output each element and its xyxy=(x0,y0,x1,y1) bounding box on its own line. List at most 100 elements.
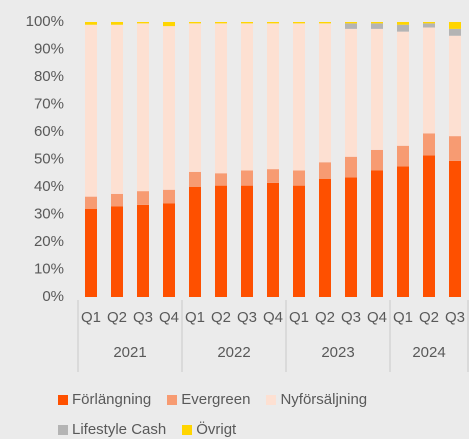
bar-segment xyxy=(371,149,383,171)
bar-segment xyxy=(397,166,409,297)
y-tick-label: 0% xyxy=(42,288,64,305)
group-label: 2022 xyxy=(217,344,250,361)
bar-segment xyxy=(137,204,149,297)
bar-segment xyxy=(423,155,435,297)
x-tick-label: Q2 xyxy=(107,309,127,326)
y-tick-label: 70% xyxy=(34,95,64,112)
bar-segment xyxy=(267,182,279,297)
y-tick-label: 40% xyxy=(34,178,64,195)
x-tick-label: Q3 xyxy=(133,309,153,326)
legend-item: Övrigt xyxy=(182,421,236,439)
bar-segment xyxy=(241,185,253,297)
bar-segment xyxy=(397,24,409,32)
bar-segment xyxy=(319,23,331,163)
bar-segment xyxy=(163,22,175,27)
bar-segment xyxy=(215,185,227,297)
legend-label: Förlängning xyxy=(72,391,152,408)
bar-segment xyxy=(293,170,305,186)
bar-segment xyxy=(371,22,383,24)
bar-segment xyxy=(423,27,435,134)
bar-segment xyxy=(449,22,461,29)
bar-segment xyxy=(111,24,123,194)
legend-swatch xyxy=(266,395,277,405)
bar-segment xyxy=(267,23,279,170)
y-tick-label: 20% xyxy=(34,233,64,250)
bar-segment xyxy=(449,160,461,297)
x-tick-label: Q4 xyxy=(159,309,179,326)
bar-segment xyxy=(345,177,357,297)
bar-segment xyxy=(111,206,123,297)
x-tick-label: Q4 xyxy=(263,309,283,326)
x-tick-label: Q3 xyxy=(237,309,257,326)
bar-segment xyxy=(111,193,123,207)
legend-swatch xyxy=(58,395,68,405)
legend-label: Lifestyle Cash xyxy=(72,421,167,438)
x-tick-label: Q2 xyxy=(315,309,335,326)
bar-segment xyxy=(319,22,331,24)
x-tick-label: Q4 xyxy=(367,309,387,326)
legend-item: Nyförsäljning xyxy=(266,391,367,409)
group-label: 2023 xyxy=(321,344,354,361)
bar-segment xyxy=(345,28,357,157)
bar-segment xyxy=(423,133,435,156)
bar-segment xyxy=(189,22,201,24)
bar-segment xyxy=(371,170,383,297)
bar-segment xyxy=(397,145,409,167)
bar-segment xyxy=(85,24,97,197)
bar-segment xyxy=(137,23,149,192)
x-tick-label: Q1 xyxy=(289,309,309,326)
bar-segment xyxy=(449,35,461,137)
legend: Förlängning Evergreen Nyförsäljning Lifesty… xyxy=(58,391,468,439)
group-label: 2024 xyxy=(412,344,445,361)
bar-segment xyxy=(241,22,253,24)
bar-segment xyxy=(319,178,331,297)
legend-swatch xyxy=(167,395,178,405)
bar-segment xyxy=(293,23,305,171)
x-tick-label: Q3 xyxy=(341,309,361,326)
x-tick-label: Q2 xyxy=(419,309,439,326)
y-tick-label: 10% xyxy=(34,260,64,277)
bar-segment xyxy=(345,23,357,29)
bar-segment xyxy=(215,22,227,24)
bar-segment xyxy=(449,28,461,36)
bar-segment xyxy=(137,22,149,24)
bar-segment xyxy=(215,23,227,174)
bar-segment xyxy=(371,28,383,150)
x-tick-label: Q2 xyxy=(211,309,231,326)
bar-segment xyxy=(163,26,175,190)
bar-segment xyxy=(85,196,97,209)
bar-segment xyxy=(319,162,331,179)
legend-swatch xyxy=(58,425,68,435)
bar-segment xyxy=(345,156,357,178)
chart: 0% 10% 20% 30% 40% 50% 60% 70% 80% 90% 100% Q1 Q2 Q3 Q… xyxy=(26,13,469,372)
y-tick-label: 50% xyxy=(34,150,64,167)
bar-segment xyxy=(111,22,123,25)
y-tick-label: 90% xyxy=(34,40,64,57)
bar-segment xyxy=(241,170,253,186)
bar-segment xyxy=(423,22,435,24)
x-tick-label: Q3 xyxy=(445,309,465,326)
bar-segment xyxy=(293,185,305,297)
bar-segment xyxy=(267,22,279,24)
bar-segment xyxy=(293,22,305,24)
y-tick-label: 80% xyxy=(34,68,64,85)
x-tick-label: Q1 xyxy=(81,309,101,326)
bar-segment xyxy=(397,22,409,25)
y-tick-label: 60% xyxy=(34,123,64,140)
legend-label: Evergreen xyxy=(181,391,251,408)
group-label: 2021 xyxy=(113,344,146,361)
x-tick-label: Q1 xyxy=(393,309,413,326)
y-tick-label: 30% xyxy=(34,205,64,222)
bar-segment xyxy=(85,22,97,25)
legend-item: Evergreen xyxy=(167,391,250,409)
bar-segment xyxy=(163,189,175,204)
bar-segment xyxy=(163,203,175,297)
legend-item: Förlängning xyxy=(58,391,151,409)
y-tick-label: 100% xyxy=(26,13,64,30)
bar-segment xyxy=(345,22,357,24)
bar-segment xyxy=(423,23,435,28)
legend-item: Lifestyle Cash xyxy=(58,421,166,439)
bar-segment xyxy=(189,187,201,297)
bar-segment xyxy=(371,23,383,29)
